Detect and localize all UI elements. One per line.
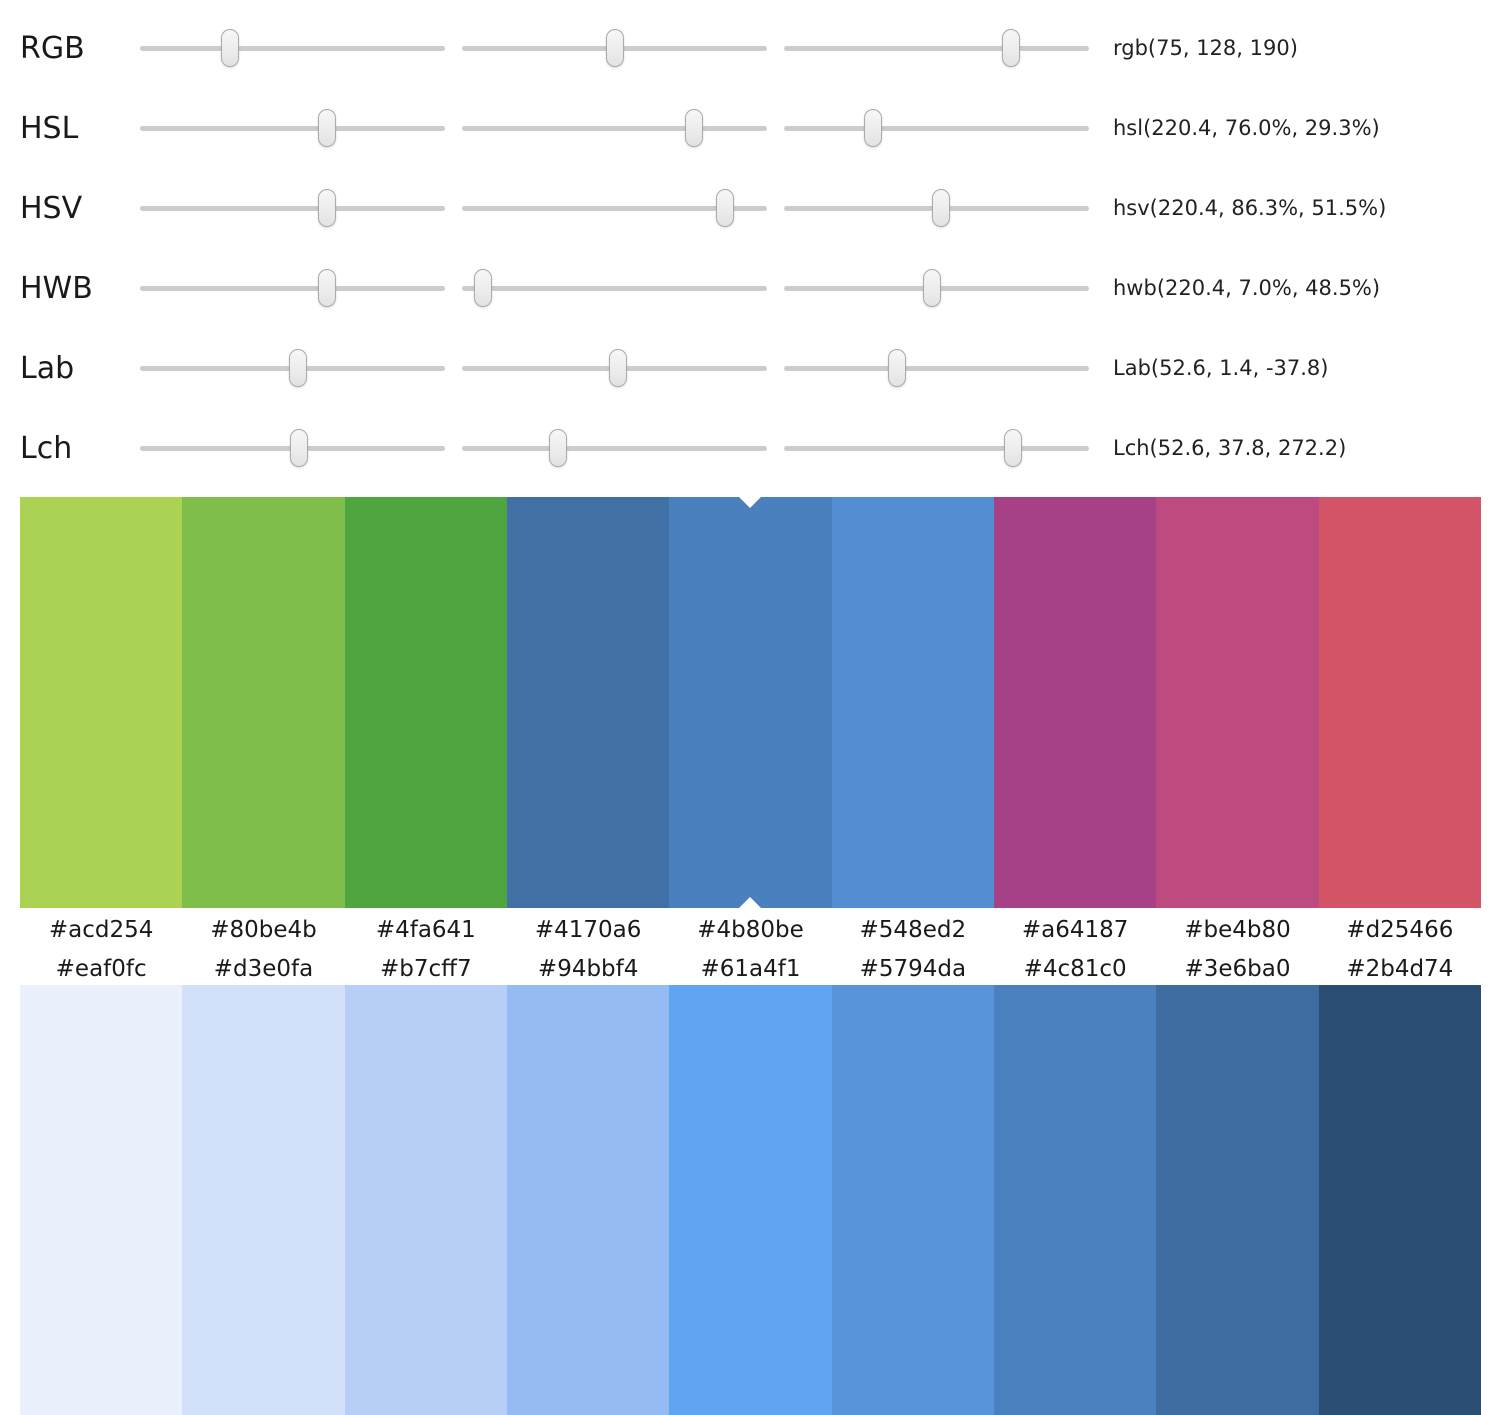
slider-thumb-hsv-1[interactable]: [317, 189, 336, 227]
slider-track-hwb-2[interactable]: [462, 269, 767, 307]
color-swatch-bottom[interactable]: [182, 985, 345, 1415]
color-swatch-bottom[interactable]: [344, 985, 507, 1415]
slider-track-hsv-1[interactable]: [140, 189, 445, 227]
hex-label-bottom: #4c81c0: [1023, 955, 1127, 982]
color-swatch-bottom[interactable]: [669, 985, 832, 1415]
hex-label-top: #80be4b: [210, 917, 317, 943]
color-swatch-top-active[interactable]: [669, 497, 832, 908]
color-swatch-bottom[interactable]: [20, 985, 183, 1415]
hex-label-bottom: #5794da: [859, 955, 967, 982]
slider-thumb-lch-1[interactable]: [289, 429, 308, 467]
hex-label-top: #be4b80: [1184, 917, 1291, 943]
slider-thumb-lab-3[interactable]: [888, 349, 907, 387]
color-swatch-bottom[interactable]: [831, 985, 994, 1415]
slider-row-hwb: HWB hwb(220.4, 7.0%, 48.5%): [0, 248, 1501, 328]
slider-value: rgb(75, 128, 190): [1113, 36, 1298, 60]
slider-panel: RGB rgb(75, 128, 190) HSL hsl(220.4, 76.0%,…: [0, 0, 1501, 488]
slider-thumb-lch-3[interactable]: [1004, 429, 1023, 467]
slider-thumb-hwb-2[interactable]: [474, 269, 493, 307]
slider-row-label: RGB: [20, 30, 85, 66]
slider-track-hsv-2[interactable]: [462, 189, 767, 227]
slider-thumb-hsl-1[interactable]: [317, 109, 336, 147]
color-swatch-top[interactable]: [831, 497, 994, 908]
hex-label-top: #acd254: [48, 917, 154, 943]
hex-label-bottom: #61a4f1: [700, 955, 801, 982]
slider-thumb-hwb-1[interactable]: [317, 269, 336, 307]
hex-label-bottom: #d3e0fa: [213, 955, 314, 982]
slider-track-rgb-2[interactable]: [462, 29, 767, 67]
color-swatch-bottom[interactable]: [993, 985, 1157, 1415]
slider-track-lch-2[interactable]: [462, 429, 767, 467]
slider-track-rgb-3[interactable]: [784, 29, 1089, 67]
color-swatch-top[interactable]: [1156, 497, 1319, 908]
slider-row-hsl: HSL hsl(220.4, 76.0%, 29.3%): [0, 88, 1501, 168]
color-swatch-bottom[interactable]: [506, 985, 670, 1415]
slider-thumb-rgb-3[interactable]: [1002, 29, 1021, 67]
hex-label-bottom: #b7cff7: [380, 955, 472, 982]
slider-thumb-hsv-3[interactable]: [932, 189, 951, 227]
slider-row-label: HSV: [20, 190, 83, 226]
slider-thumb-hsv-2[interactable]: [716, 189, 735, 227]
hex-label-top: #a64187: [1021, 917, 1129, 943]
hex-label-top: #4b80be: [697, 917, 804, 943]
slider-track-lab-1[interactable]: [140, 349, 445, 387]
color-swatch-top[interactable]: [344, 497, 507, 908]
palette-bottom: [20, 985, 1481, 1415]
hex-label-top: #4170a6: [534, 917, 642, 943]
slider-row-lch: Lch Lch(52.6, 37.8, 272.2): [0, 408, 1501, 488]
hex-label-top: #4fa641: [375, 917, 476, 943]
color-swatch-top[interactable]: [993, 497, 1157, 908]
slider-track-hsv-3[interactable]: [784, 189, 1089, 227]
slider-row-lab: Lab Lab(52.6, 1.4, -37.8): [0, 328, 1501, 408]
hex-label-bottom: #3e6ba0: [1184, 955, 1291, 982]
color-swatch-top[interactable]: [182, 497, 345, 908]
slider-thumb-rgb-2[interactable]: [606, 29, 625, 67]
slider-row-rgb: RGB rgb(75, 128, 190): [0, 8, 1501, 88]
hex-label-top: #d25466: [1346, 917, 1454, 943]
slider-track-hsl-3[interactable]: [784, 109, 1089, 147]
slider-thumb-lch-2[interactable]: [549, 429, 568, 467]
slider-track-hwb-1[interactable]: [140, 269, 445, 307]
color-swatch-bottom[interactable]: [1318, 985, 1481, 1415]
slider-track-hwb-3[interactable]: [784, 269, 1089, 307]
active-swatch-notch-top-icon: [739, 497, 762, 508]
slider-row-label: Lab: [20, 350, 75, 386]
slider-value: hwb(220.4, 7.0%, 48.5%): [1113, 276, 1381, 300]
color-swatch-bottom[interactable]: [1156, 985, 1319, 1415]
color-swatch-top[interactable]: [506, 497, 670, 908]
hex-label-top: #548ed2: [859, 917, 967, 943]
slider-track-hsl-1[interactable]: [140, 109, 445, 147]
slider-thumb-lab-1[interactable]: [288, 349, 307, 387]
slider-row-hsv: HSV hsv(220.4, 86.3%, 51.5%): [0, 168, 1501, 248]
slider-value: hsl(220.4, 76.0%, 29.3%): [1113, 116, 1380, 140]
hex-label-bottom: #94bbf4: [537, 955, 639, 982]
hex-label-bottom: #2b4d74: [1346, 955, 1454, 982]
slider-row-label: Lch: [20, 430, 73, 466]
slider-row-label: HWB: [20, 270, 93, 306]
slider-thumb-lab-2[interactable]: [609, 349, 628, 387]
palette-top-labels: #acd254 #80be4b #4fa641 #4170a6 #4b80be #548e…: [20, 908, 1481, 952]
slider-track-rgb-1[interactable]: [140, 29, 445, 67]
slider-thumb-hsl-3[interactable]: [864, 109, 883, 147]
slider-value: Lch(52.6, 37.8, 272.2): [1113, 436, 1347, 460]
slider-track-lch-3[interactable]: [784, 429, 1089, 467]
palette-top: [20, 497, 1481, 908]
slider-track-hsl-2[interactable]: [462, 109, 767, 147]
slider-thumb-hwb-3[interactable]: [922, 269, 941, 307]
color-swatch-top[interactable]: [20, 497, 183, 908]
color-swatch-top[interactable]: [1318, 497, 1481, 908]
slider-track-lab-2[interactable]: [462, 349, 767, 387]
palette-bottom-labels: #eaf0fc #d3e0fa #b7cff7 #94bbf4 #61a4f1 #5794…: [20, 952, 1481, 985]
slider-value: hsv(220.4, 86.3%, 51.5%): [1113, 196, 1387, 220]
slider-row-label: HSL: [20, 110, 79, 146]
slider-thumb-hsl-2[interactable]: [684, 109, 703, 147]
active-swatch-notch-bottom-icon: [739, 897, 762, 908]
slider-track-lch-1[interactable]: [140, 429, 445, 467]
hex-label-bottom: #eaf0fc: [55, 955, 147, 982]
slider-thumb-rgb-1[interactable]: [220, 29, 239, 67]
slider-value: Lab(52.6, 1.4, -37.8): [1113, 356, 1329, 380]
slider-track-lab-3[interactable]: [784, 349, 1089, 387]
